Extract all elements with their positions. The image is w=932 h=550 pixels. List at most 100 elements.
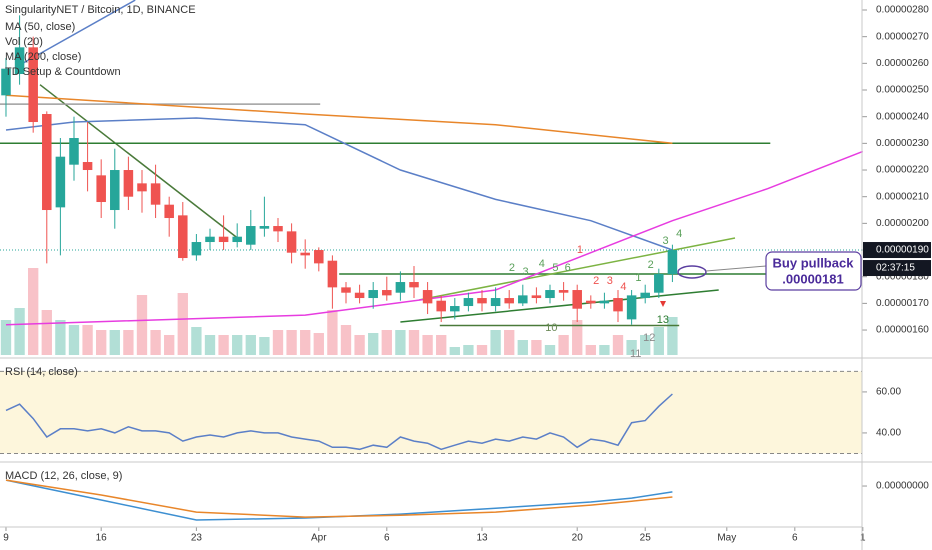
candle-body bbox=[218, 236, 229, 243]
td-count: 13 bbox=[657, 314, 669, 326]
volume-bar bbox=[531, 340, 542, 355]
countdown-tag bbox=[863, 260, 931, 277]
candle-body bbox=[531, 295, 542, 299]
candle-body bbox=[463, 298, 474, 307]
candle-body bbox=[613, 298, 623, 312]
volume-bar bbox=[544, 345, 556, 355]
volume-bar bbox=[612, 335, 624, 355]
ma-line bbox=[5, 150, 864, 326]
volume-bar bbox=[28, 268, 39, 355]
y-tick-label: 0.00000160 bbox=[876, 325, 929, 336]
candle-body bbox=[368, 290, 378, 299]
volume-bar bbox=[41, 310, 52, 355]
td-count: 2 bbox=[593, 275, 599, 287]
price-tag bbox=[863, 242, 931, 259]
td-count: 5 bbox=[552, 262, 558, 274]
y-tick-label: 60.00 bbox=[876, 387, 901, 398]
volume-bar bbox=[82, 325, 93, 355]
volume-bar bbox=[204, 335, 216, 355]
td-count: 4 bbox=[539, 258, 545, 270]
volume-bar bbox=[218, 335, 229, 355]
candle-body bbox=[300, 252, 310, 256]
volume-bar bbox=[585, 345, 596, 355]
candle-body bbox=[273, 226, 283, 232]
volume-bar bbox=[368, 333, 379, 355]
volume-bar bbox=[572, 320, 583, 355]
volume-bar bbox=[395, 330, 406, 355]
y-tick-label: 0.00000280 bbox=[876, 5, 929, 16]
volume-bar bbox=[150, 330, 161, 355]
td-count: 11 bbox=[630, 348, 641, 360]
volume-bar bbox=[463, 345, 474, 355]
y-tick-label: 40.00 bbox=[876, 428, 901, 439]
td-count: 4 bbox=[620, 281, 626, 293]
y-tick-label: 0.00000270 bbox=[876, 31, 929, 42]
price-tag-label: 0.00000190 bbox=[876, 245, 929, 256]
indicator-line bbox=[5, 479, 673, 518]
volume-bar bbox=[599, 345, 610, 355]
volume-bar bbox=[354, 335, 365, 355]
td-count: 1 bbox=[635, 272, 641, 284]
candle-body bbox=[314, 250, 324, 264]
x-tick-label: Apr bbox=[311, 533, 327, 544]
y-tick-label: 0.00000180 bbox=[876, 271, 929, 282]
candle-body bbox=[110, 170, 120, 211]
candle-body bbox=[640, 292, 650, 299]
candle-body bbox=[477, 298, 487, 304]
y-tick-label: 0.00000250 bbox=[876, 85, 929, 96]
candle-body bbox=[586, 300, 596, 304]
td-count: 3 bbox=[607, 275, 613, 287]
legend-entry: TD Setup & Countdown bbox=[5, 66, 121, 78]
y-tick-label: 0.00000000 bbox=[876, 481, 929, 492]
volume-bar bbox=[96, 330, 107, 355]
candle-body bbox=[286, 231, 297, 253]
legend-entry: Vol (20) bbox=[5, 36, 43, 48]
volume-bar bbox=[327, 310, 338, 355]
volume-bar bbox=[517, 340, 528, 355]
candle-body bbox=[341, 287, 351, 293]
volume-bar bbox=[14, 308, 25, 355]
x-tick-label: 20 bbox=[572, 533, 584, 544]
candle-body bbox=[123, 170, 134, 197]
candle-body bbox=[137, 183, 147, 192]
volume-bar bbox=[232, 335, 243, 355]
chart-title: SingularityNET / Bitcoin, 1D, BINANCE bbox=[5, 4, 196, 16]
y-tick-label: 0.00000210 bbox=[876, 191, 929, 202]
candle-body bbox=[436, 300, 446, 312]
candle-body bbox=[558, 290, 569, 293]
y-tick-label: 0.00000240 bbox=[876, 111, 929, 122]
volume-bar bbox=[313, 333, 324, 355]
x-tick-label: 25 bbox=[640, 533, 652, 544]
indicator-line bbox=[5, 479, 673, 521]
volume-bar bbox=[626, 340, 637, 355]
td-count: 3 bbox=[663, 235, 669, 247]
candle-body bbox=[450, 306, 460, 312]
y-tick-label: 0.00000200 bbox=[876, 218, 929, 229]
candle-body bbox=[42, 114, 52, 211]
volume-bar bbox=[653, 327, 664, 355]
legend-entry: MA (50, close) bbox=[5, 21, 75, 33]
y-tick-label: 0.00000220 bbox=[876, 165, 929, 176]
callout-text: .00000181 bbox=[782, 271, 843, 286]
volume-bar bbox=[490, 330, 501, 355]
pane-title: MACD (12, 26, close, 9) bbox=[5, 470, 122, 482]
volume-bar bbox=[259, 337, 270, 355]
x-tick-label: May bbox=[717, 533, 736, 544]
candle-body bbox=[490, 298, 501, 307]
candle-body bbox=[259, 226, 270, 229]
y-tick-label: 0.00000230 bbox=[876, 138, 929, 149]
volume-bar bbox=[164, 335, 175, 355]
highlight-ellipse bbox=[677, 265, 707, 279]
volume-bar bbox=[408, 330, 420, 355]
candle-body bbox=[28, 47, 38, 123]
volume-bar bbox=[177, 293, 188, 355]
volume-bar bbox=[300, 330, 311, 355]
volume-bar bbox=[381, 330, 392, 355]
trend-line bbox=[400, 289, 719, 323]
td-count: 1 bbox=[577, 244, 583, 256]
candle-body bbox=[422, 290, 433, 304]
volume-bar bbox=[272, 330, 284, 355]
ma-line bbox=[5, 117, 673, 251]
